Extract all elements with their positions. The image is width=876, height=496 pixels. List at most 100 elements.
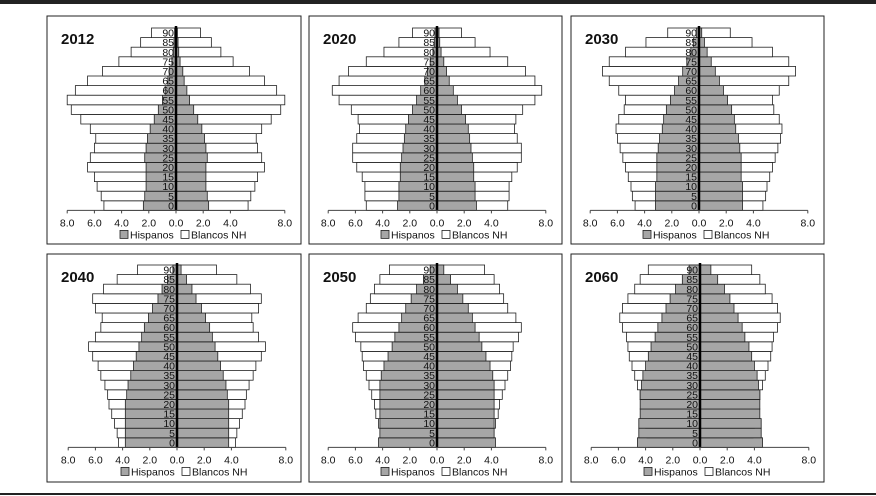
x-tick-label: 4.0 bbox=[375, 454, 390, 466]
legend-swatch-hispanos bbox=[642, 229, 652, 239]
age-tick-label: 35 bbox=[686, 370, 698, 382]
panel-title: 2040 bbox=[61, 269, 94, 286]
x-tick-label: 2.0 bbox=[402, 217, 417, 229]
age-tick-label: 90 bbox=[685, 28, 697, 40]
age-tick-label: 65 bbox=[423, 76, 435, 88]
x-tick-label: 2.0 bbox=[141, 217, 156, 229]
x-tick-label: 4.0 bbox=[375, 217, 390, 229]
age-tick-label: 30 bbox=[423, 143, 435, 155]
x-tick-label: 2.0 bbox=[665, 454, 680, 466]
age-tick-label: 80 bbox=[685, 47, 697, 59]
age-tick-label: 75 bbox=[162, 56, 174, 68]
age-tick-label: 85 bbox=[685, 37, 697, 49]
age-tick-label: 65 bbox=[163, 313, 175, 325]
age-tick-label: 10 bbox=[423, 418, 435, 430]
legend-swatch-blancos bbox=[703, 229, 713, 239]
age-tick-label: 35 bbox=[685, 133, 697, 145]
age-tick-label: 20 bbox=[423, 162, 435, 174]
legend-label-hispanos: Hispanos bbox=[131, 466, 175, 478]
age-tick-label: 5 bbox=[169, 428, 175, 440]
pyramid-panel-2040: 2040 051015202530354045505560657075808590… bbox=[46, 253, 302, 483]
legend-label-hispanos: Hispanos bbox=[654, 466, 698, 478]
x-tick-label: 2.0 bbox=[457, 454, 472, 466]
age-tick-label: 45 bbox=[685, 114, 697, 126]
age-tick-label: 55 bbox=[163, 332, 175, 344]
panel-title: 2030 bbox=[585, 31, 618, 48]
x-tick-label: 8.0 bbox=[584, 454, 599, 466]
age-tick-label: 75 bbox=[686, 293, 698, 305]
age-tick-label: 0 bbox=[169, 437, 175, 449]
x-tick-label: 6.0 bbox=[348, 454, 363, 466]
x-tick-label: 4.0 bbox=[638, 454, 653, 466]
x-tick-label: 8.0 bbox=[321, 454, 336, 466]
top-rule bbox=[0, 0, 876, 4]
legend-label-blancos: Blancos NH bbox=[452, 466, 507, 478]
pyramid-panel-2012: 2012 051015202530354045505560657075808590… bbox=[46, 15, 302, 245]
age-tick-label: 40 bbox=[686, 361, 698, 373]
age-tick-label: 55 bbox=[685, 95, 697, 107]
age-tick-label: 80 bbox=[163, 284, 175, 296]
x-tick-label: 0.0 bbox=[170, 454, 185, 466]
legend-label-hispanos: Hispanos bbox=[391, 229, 435, 241]
pyramid-panel-2030: 2030 051015202530354045505560657075808590… bbox=[570, 15, 825, 245]
legend-label-blancos: Blancos NH bbox=[715, 466, 770, 478]
age-tick-label: 70 bbox=[685, 66, 697, 78]
legend-label-hispanos: Hispanos bbox=[391, 466, 435, 478]
x-tick-label: 2.0 bbox=[196, 217, 211, 229]
age-tick-label: 50 bbox=[163, 341, 175, 353]
legend-swatch-hispanos bbox=[380, 466, 390, 476]
x-tick-label: 0.0 bbox=[169, 217, 184, 229]
legend-swatch-hispanos bbox=[119, 229, 129, 239]
legend-swatch-blancos bbox=[704, 466, 714, 476]
age-tick-label: 80 bbox=[423, 284, 435, 296]
age-tick-label: 70 bbox=[423, 303, 435, 315]
age-tick-label: 25 bbox=[163, 389, 175, 401]
age-tick-label: 85 bbox=[162, 37, 174, 49]
x-tick-label: 8.0 bbox=[583, 217, 598, 229]
legend-swatch-blancos bbox=[441, 229, 451, 239]
age-tick-label: 30 bbox=[685, 143, 697, 155]
age-tick-label: 80 bbox=[162, 47, 174, 59]
age-tick-label: 85 bbox=[423, 37, 435, 49]
age-tick-label: 40 bbox=[423, 124, 435, 136]
age-tick-label: 15 bbox=[686, 409, 698, 421]
age-tick-label: 20 bbox=[423, 399, 435, 411]
legend-swatch-blancos bbox=[441, 466, 451, 476]
x-tick-label: 0.0 bbox=[430, 217, 445, 229]
age-tick-label: 40 bbox=[162, 124, 174, 136]
x-tick-label: 4.0 bbox=[114, 217, 129, 229]
age-tick-label: 55 bbox=[686, 332, 698, 344]
age-tick-label: 50 bbox=[423, 341, 435, 353]
age-tick-label: 90 bbox=[423, 28, 435, 40]
age-tick-label: 10 bbox=[685, 181, 697, 193]
age-tick-label: 35 bbox=[423, 133, 435, 145]
age-tick-label: 10 bbox=[423, 181, 435, 193]
x-tick-label: 0.0 bbox=[692, 217, 707, 229]
age-tick-label: 50 bbox=[685, 104, 697, 116]
age-tick-label: 85 bbox=[686, 274, 698, 286]
x-tick-label: 6.0 bbox=[611, 454, 626, 466]
age-tick-label: 50 bbox=[686, 341, 698, 353]
legend-swatch-blancos bbox=[181, 466, 191, 476]
age-tick-label: 20 bbox=[162, 162, 174, 174]
legend-label-blancos: Blancos NH bbox=[714, 229, 769, 241]
age-tick-label: 35 bbox=[163, 370, 175, 382]
age-tick-label: 0 bbox=[429, 437, 435, 449]
age-tick-label: 55 bbox=[423, 95, 435, 107]
age-tick-label: 25 bbox=[686, 389, 698, 401]
age-tick-label: 25 bbox=[423, 389, 435, 401]
age-tick-label: 80 bbox=[686, 284, 698, 296]
age-tick-label: 10 bbox=[163, 418, 175, 430]
x-tick-label: 2.0 bbox=[402, 454, 417, 466]
age-tick-label: 85 bbox=[163, 274, 175, 286]
x-tick-label: 2.0 bbox=[457, 217, 472, 229]
x-tick-label: 4.0 bbox=[224, 454, 239, 466]
age-tick-label: 45 bbox=[686, 351, 698, 363]
x-tick-label: 2.0 bbox=[719, 217, 734, 229]
age-tick-label: 60 bbox=[685, 85, 697, 97]
legend-swatch-hispanos bbox=[380, 229, 390, 239]
x-tick-label: 4.0 bbox=[115, 454, 130, 466]
age-tick-label: 45 bbox=[162, 114, 174, 126]
pyramid-panel-2060: 2060 051015202530354045505560657075808590… bbox=[570, 253, 825, 483]
age-tick-label: 10 bbox=[686, 418, 698, 430]
